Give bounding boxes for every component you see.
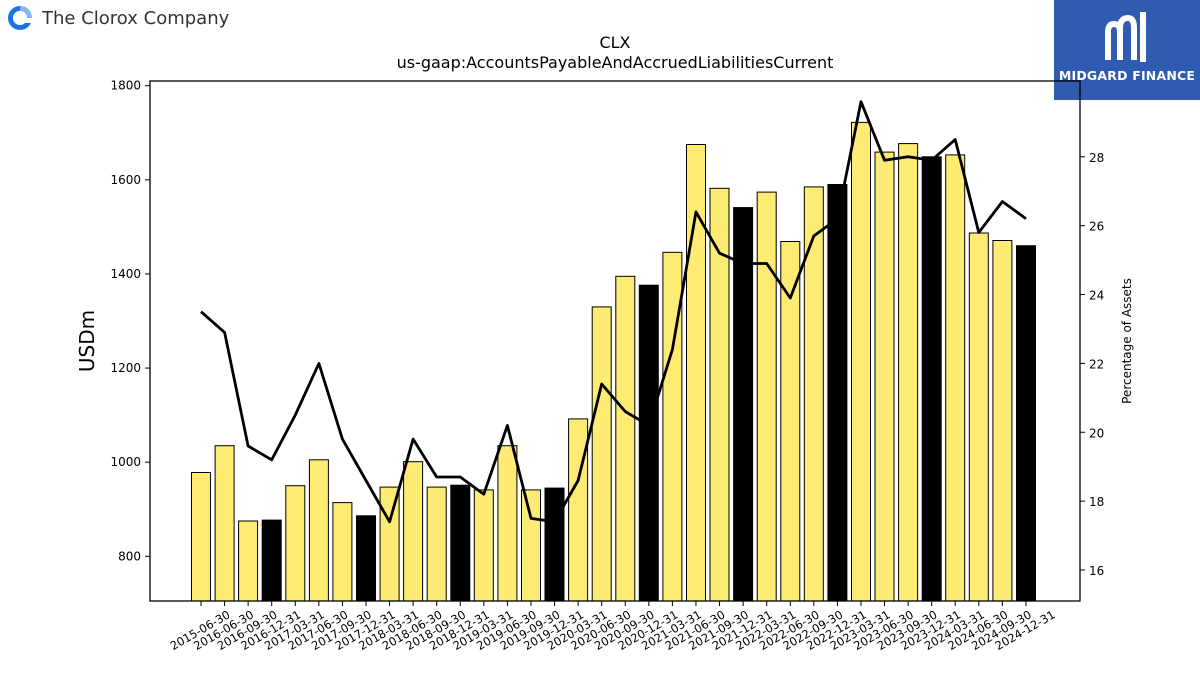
y-tick-label: 1600 — [110, 173, 141, 187]
y2-tick-label: 22 — [1089, 357, 1104, 371]
line-series — [200, 100, 1027, 524]
bar — [308, 459, 329, 602]
bar — [1016, 245, 1036, 602]
y2-tick-label: 28 — [1089, 151, 1104, 165]
x-axis: 2015-06-302016-06-302016-09-302016-12-31… — [168, 601, 1057, 653]
y-tick-label: 1200 — [110, 361, 141, 375]
bar — [803, 186, 824, 602]
y2-tick-label: 16 — [1089, 564, 1104, 578]
bar — [638, 284, 659, 602]
bar — [403, 461, 424, 602]
bar — [898, 143, 919, 602]
y-tick-label: 1400 — [110, 267, 141, 281]
bar — [733, 207, 754, 602]
y-axis-right: 16 18 20 22 24 26 28 — [1080, 151, 1104, 578]
plot-frame — [149, 80, 1081, 602]
y-tick-label: 1000 — [110, 455, 141, 469]
y2-tick-label: 20 — [1089, 426, 1104, 440]
bar — [356, 515, 376, 602]
bar — [450, 484, 471, 602]
bar — [968, 232, 989, 602]
bar — [544, 487, 565, 602]
bar — [261, 519, 282, 602]
percentage-line — [200, 100, 1027, 524]
bar — [521, 489, 541, 602]
bar — [992, 240, 1013, 602]
bar — [332, 502, 353, 602]
bar — [238, 520, 259, 602]
company-brand: The Clorox Company — [6, 4, 229, 32]
bar — [379, 486, 400, 602]
bar — [827, 184, 848, 602]
bar — [709, 187, 730, 602]
bar — [497, 445, 518, 602]
bar — [426, 486, 447, 602]
bar — [851, 121, 871, 602]
bar — [945, 154, 966, 602]
bar — [591, 306, 612, 602]
bar — [756, 191, 777, 602]
y-tick-label: 1800 — [110, 79, 141, 93]
bar — [473, 489, 494, 602]
y2-axis-label: Percentage of Assets — [1120, 278, 1134, 404]
bar — [285, 485, 306, 602]
y2-tick-label: 18 — [1089, 495, 1104, 509]
y2-tick-label: 26 — [1089, 220, 1104, 234]
bar — [874, 151, 895, 602]
bar — [615, 275, 636, 602]
midgard-logo-icon — [1105, 12, 1146, 62]
bar — [921, 156, 942, 602]
company-logo-icon — [8, 6, 33, 30]
chart-subtitle: us-gaap:AccountsPayableAndAccruedLiabili… — [397, 53, 834, 72]
y-tick-label: 800 — [118, 549, 141, 563]
y-axis-label: USDm — [75, 310, 99, 372]
midgard-finance-badge: MIDGARD FINANCE — [1054, 0, 1200, 100]
company-name: The Clorox Company — [42, 7, 230, 29]
bar — [214, 445, 235, 602]
badge-label: MIDGARD FINANCE — [1058, 68, 1196, 83]
bar — [191, 472, 211, 602]
y-axis-left: 800 1000 1200 1400 1600 1800 — [110, 79, 150, 563]
bar — [568, 418, 589, 602]
bar-series — [191, 121, 1036, 602]
y2-tick-label: 24 — [1089, 289, 1104, 303]
chart-title: CLX — [599, 33, 630, 52]
